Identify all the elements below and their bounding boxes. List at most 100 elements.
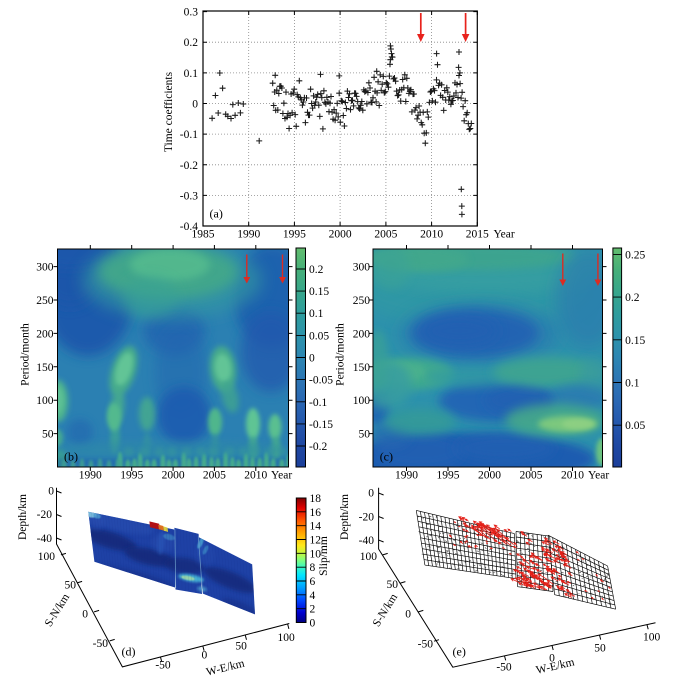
svg-text:0: 0 <box>202 650 208 662</box>
svg-text:0.3: 0.3 <box>184 7 199 19</box>
svg-text:4: 4 <box>310 590 316 602</box>
svg-text:0.2: 0.2 <box>625 292 640 304</box>
svg-text:0.15: 0.15 <box>309 286 329 298</box>
svg-text:0.1: 0.1 <box>184 68 199 80</box>
svg-text:S-N/km: S-N/km <box>371 592 401 629</box>
svg-text:100: 100 <box>353 395 371 407</box>
svg-text:-50: -50 <box>155 660 171 672</box>
svg-text:12: 12 <box>310 535 322 547</box>
svg-text:0.25: 0.25 <box>625 249 645 261</box>
svg-text:50: 50 <box>387 579 399 591</box>
svg-text:0: 0 <box>368 488 374 500</box>
svg-text:50: 50 <box>359 429 371 441</box>
svg-text:0: 0 <box>192 99 198 111</box>
svg-text:2000: 2000 <box>329 229 352 241</box>
svg-text:2010: 2010 <box>420 229 443 241</box>
svg-text:0.15: 0.15 <box>625 335 645 347</box>
svg-text:50: 50 <box>65 580 77 592</box>
svg-text:200: 200 <box>353 328 371 340</box>
svg-text:300: 300 <box>36 262 54 274</box>
svg-text:2005: 2005 <box>520 470 543 482</box>
svg-text:-0.4: -0.4 <box>180 221 198 233</box>
svg-text:(e): (e) <box>453 645 466 659</box>
svg-text:0: 0 <box>549 653 555 665</box>
svg-text:0.2: 0.2 <box>309 264 324 276</box>
svg-text:W-E/km: W-E/km <box>205 658 246 679</box>
svg-text:10: 10 <box>310 548 322 560</box>
svg-text:-50: -50 <box>496 662 512 674</box>
svg-text:1990: 1990 <box>395 470 418 482</box>
svg-text:2: 2 <box>310 604 316 616</box>
svg-text:-0.05: -0.05 <box>309 375 333 387</box>
svg-text:2005: 2005 <box>203 470 226 482</box>
svg-text:1995: 1995 <box>120 470 143 482</box>
svg-text:Period/month: Period/month <box>335 323 347 386</box>
svg-text:0: 0 <box>82 609 88 621</box>
svg-text:Time coefficients: Time coefficients <box>163 71 175 152</box>
svg-text:250: 250 <box>36 295 54 307</box>
svg-text:Year: Year <box>271 470 292 482</box>
svg-text:0.1: 0.1 <box>625 378 640 390</box>
svg-text:50: 50 <box>235 641 247 653</box>
svg-text:18: 18 <box>310 493 322 505</box>
svg-text:Depth/km: Depth/km <box>339 494 351 540</box>
svg-text:Slip/mm: Slip/mm <box>318 536 330 576</box>
svg-text:8: 8 <box>310 562 316 574</box>
svg-text:16: 16 <box>310 507 322 519</box>
svg-text:50: 50 <box>594 643 606 655</box>
svg-text:0.1: 0.1 <box>309 308 324 320</box>
svg-text:(b): (b) <box>64 450 78 464</box>
svg-text:-0.2: -0.2 <box>309 441 327 453</box>
svg-text:Depth/km: Depth/km <box>17 494 29 540</box>
svg-text:-40: -40 <box>37 533 53 545</box>
svg-text:-0.1: -0.1 <box>180 129 198 141</box>
svg-text:100: 100 <box>277 632 295 644</box>
svg-text:-0.1: -0.1 <box>309 397 327 409</box>
svg-text:Period/month: Period/month <box>20 323 32 386</box>
svg-text:0.05: 0.05 <box>309 330 329 342</box>
svg-text:150: 150 <box>353 362 371 374</box>
svg-text:6: 6 <box>310 576 316 588</box>
svg-text:2005: 2005 <box>374 229 397 241</box>
svg-text:150: 150 <box>36 362 54 374</box>
svg-text:100: 100 <box>360 551 378 563</box>
svg-text:(d): (d) <box>122 645 136 659</box>
svg-text:Year: Year <box>588 470 609 482</box>
svg-text:0: 0 <box>310 618 316 630</box>
svg-text:50: 50 <box>42 429 54 441</box>
svg-text:1990: 1990 <box>237 229 260 241</box>
svg-text:100: 100 <box>36 395 54 407</box>
svg-text:2015: 2015 <box>466 229 489 241</box>
svg-text:(a): (a) <box>210 207 223 221</box>
svg-text:100: 100 <box>643 632 661 644</box>
svg-text:250: 250 <box>353 295 371 307</box>
svg-text:(c): (c) <box>380 450 393 464</box>
svg-text:1995: 1995 <box>437 470 460 482</box>
svg-text:2000: 2000 <box>478 470 501 482</box>
svg-text:-0.2: -0.2 <box>180 160 198 172</box>
svg-text:0: 0 <box>309 353 315 365</box>
svg-text:-50: -50 <box>418 639 434 651</box>
svg-text:0.05: 0.05 <box>625 420 645 432</box>
svg-text:14: 14 <box>310 521 322 533</box>
svg-text:W-E/km: W-E/km <box>535 656 576 676</box>
svg-text:2010: 2010 <box>561 470 584 482</box>
svg-text:-20: -20 <box>37 509 53 521</box>
svg-text:-0.3: -0.3 <box>180 190 198 202</box>
svg-text:-50: -50 <box>93 638 109 650</box>
svg-text:1985: 1985 <box>192 229 215 241</box>
svg-text:2010: 2010 <box>244 470 267 482</box>
svg-text:2000: 2000 <box>162 470 185 482</box>
svg-text:-20: -20 <box>359 512 375 524</box>
svg-text:1995: 1995 <box>283 229 306 241</box>
svg-text:100: 100 <box>38 551 56 563</box>
svg-text:0: 0 <box>48 486 54 498</box>
svg-text:200: 200 <box>36 328 54 340</box>
svg-text:S-N/km: S-N/km <box>43 592 73 629</box>
svg-text:0: 0 <box>405 609 411 621</box>
svg-text:300: 300 <box>353 262 371 274</box>
svg-text:0.2: 0.2 <box>184 37 199 49</box>
svg-text:Year: Year <box>494 229 515 241</box>
svg-text:1990: 1990 <box>79 470 102 482</box>
svg-text:-40: -40 <box>359 535 375 547</box>
